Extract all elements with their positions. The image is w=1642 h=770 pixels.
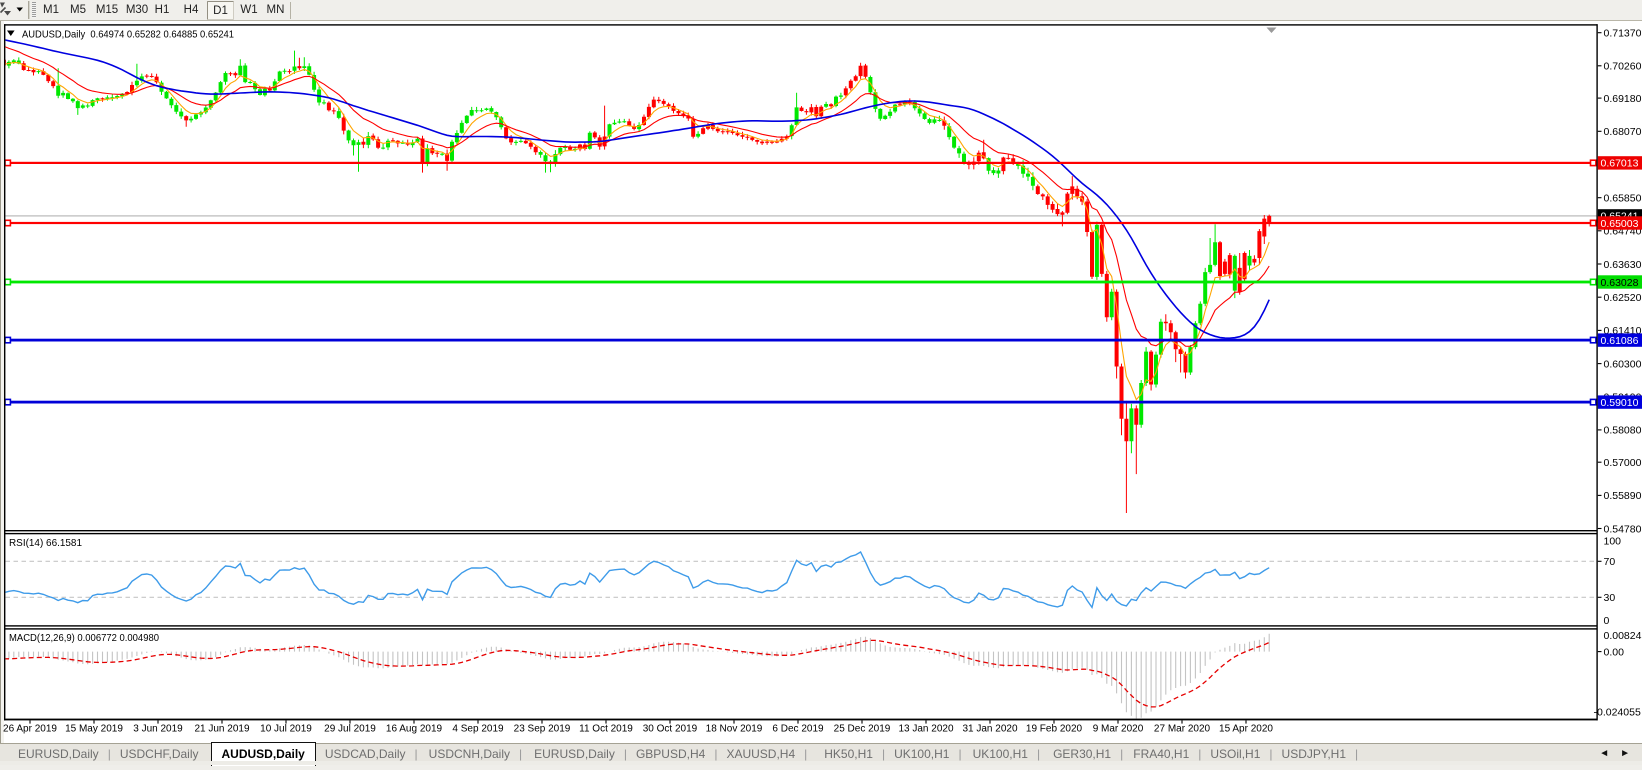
svg-text:MACD(12,26,9) 0.006772 0.00498: MACD(12,26,9) 0.006772 0.004980 bbox=[9, 632, 159, 644]
svg-text:25 Dec 2019: 25 Dec 2019 bbox=[834, 724, 891, 735]
svg-text:0.61086: 0.61086 bbox=[1601, 335, 1639, 347]
svg-text:AUDUSD,Daily 0.64974 0.65282: AUDUSD,Daily 0.64974 0.65282 0.64885 0.6… bbox=[22, 29, 234, 41]
svg-text:-0.024055: -0.024055 bbox=[1594, 706, 1641, 718]
svg-text:9 Mar 2020: 9 Mar 2020 bbox=[1093, 724, 1144, 735]
svg-text:100: 100 bbox=[1604, 535, 1622, 547]
svg-text:0.65003: 0.65003 bbox=[1601, 218, 1639, 230]
svg-text:18 Nov 2019: 18 Nov 2019 bbox=[706, 724, 763, 735]
svg-text:70: 70 bbox=[1604, 556, 1616, 568]
svg-text:0.69180: 0.69180 bbox=[1604, 93, 1642, 105]
svg-text:4 Sep 2019: 4 Sep 2019 bbox=[452, 724, 504, 735]
svg-text:0.71370: 0.71370 bbox=[1604, 28, 1642, 40]
svg-text:0.60300: 0.60300 bbox=[1604, 358, 1642, 370]
svg-text:0.63630: 0.63630 bbox=[1604, 259, 1642, 271]
svg-text:15 Apr 2020: 15 Apr 2020 bbox=[1219, 724, 1273, 735]
svg-text:RSI(14) 66.1581: RSI(14) 66.1581 bbox=[9, 537, 82, 549]
svg-text:0.65850: 0.65850 bbox=[1604, 193, 1642, 205]
svg-text:19 Feb 2020: 19 Feb 2020 bbox=[1026, 724, 1083, 735]
svg-text:0.00: 0.00 bbox=[1604, 646, 1625, 658]
svg-text:0.57000: 0.57000 bbox=[1604, 457, 1642, 469]
svg-text:0.63028: 0.63028 bbox=[1601, 277, 1639, 289]
svg-text:0.67013: 0.67013 bbox=[1601, 158, 1639, 170]
svg-text:16 Aug 2019: 16 Aug 2019 bbox=[386, 724, 443, 735]
svg-text:27 Mar 2020: 27 Mar 2020 bbox=[1154, 724, 1211, 735]
svg-text:0: 0 bbox=[1604, 615, 1610, 627]
svg-text:23 Sep 2019: 23 Sep 2019 bbox=[514, 724, 571, 735]
svg-text:0.55890: 0.55890 bbox=[1604, 490, 1642, 502]
svg-text:0.54780: 0.54780 bbox=[1604, 523, 1642, 535]
svg-text:31 Jan 2020: 31 Jan 2020 bbox=[962, 724, 1017, 735]
svg-text:0.59010: 0.59010 bbox=[1601, 397, 1639, 409]
svg-text:10 Jul 2019: 10 Jul 2019 bbox=[260, 724, 312, 735]
svg-text:15 May 2019: 15 May 2019 bbox=[65, 724, 123, 735]
svg-text:26 Apr 2019: 26 Apr 2019 bbox=[3, 724, 57, 735]
svg-text:0.70260: 0.70260 bbox=[1604, 61, 1642, 73]
svg-text:3 Jun 2019: 3 Jun 2019 bbox=[133, 724, 183, 735]
svg-text:6 Dec 2019: 6 Dec 2019 bbox=[772, 724, 824, 735]
svg-text:0.68070: 0.68070 bbox=[1604, 126, 1642, 138]
svg-text:29 Jul 2019: 29 Jul 2019 bbox=[324, 724, 376, 735]
svg-text:13 Jan 2020: 13 Jan 2020 bbox=[898, 724, 953, 735]
svg-text:0.00824: 0.00824 bbox=[1604, 630, 1642, 642]
svg-text:30: 30 bbox=[1604, 592, 1616, 604]
svg-text:30 Oct 2019: 30 Oct 2019 bbox=[643, 724, 698, 735]
svg-text:0.58080: 0.58080 bbox=[1604, 425, 1642, 437]
svg-text:0.62520: 0.62520 bbox=[1604, 292, 1642, 304]
svg-text:11 Oct 2019: 11 Oct 2019 bbox=[579, 724, 633, 735]
svg-text:21 Jun 2019: 21 Jun 2019 bbox=[194, 724, 249, 735]
